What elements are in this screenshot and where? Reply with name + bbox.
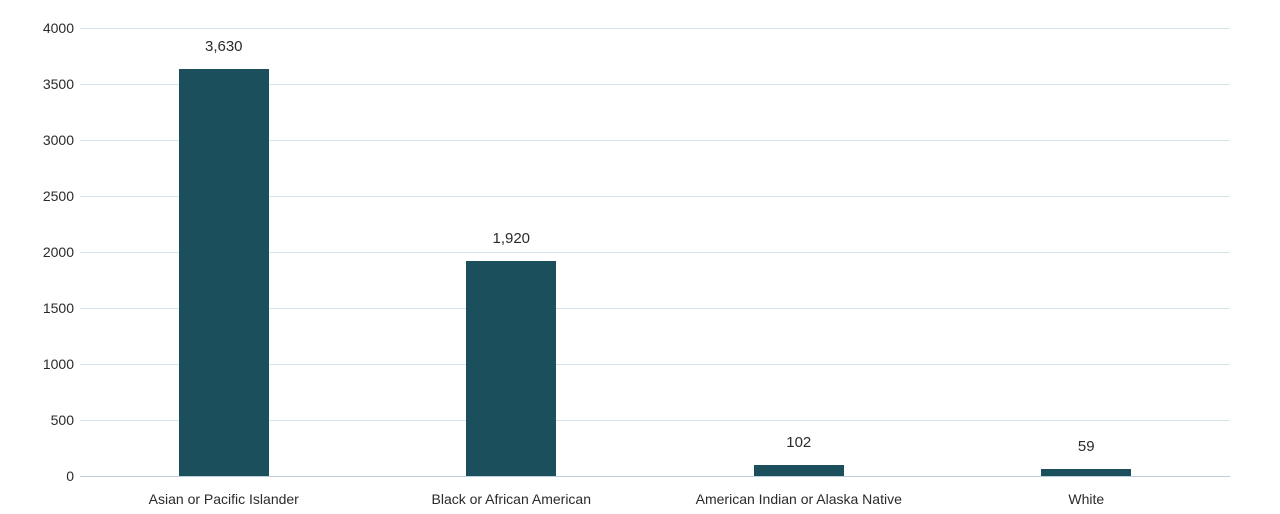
y-tick-label: 3500	[18, 76, 74, 92]
y-tick-label: 0	[18, 468, 74, 484]
gridline	[80, 476, 1230, 477]
gridline	[80, 28, 1230, 29]
y-tick-label: 2500	[18, 188, 74, 204]
bar-chart: 0 500 1000 1500 2000 2500 3000 3500 4000 3,630 Asi…	[0, 0, 1280, 514]
y-tick-label: 1500	[18, 300, 74, 316]
bar-value-label: 3,630	[205, 38, 243, 55]
x-tick-label: Black or African American	[431, 491, 591, 507]
bar-value-label: 1,920	[492, 230, 530, 247]
y-tick-label: 1000	[18, 356, 74, 372]
plot-area	[80, 28, 1230, 476]
y-tick-label: 500	[18, 412, 74, 428]
bar-value-label: 59	[1078, 438, 1095, 455]
y-tick-label: 3000	[18, 132, 74, 148]
x-tick-label: White	[1068, 491, 1104, 507]
x-tick-label: Asian or Pacific Islander	[149, 491, 299, 507]
x-tick-label: American Indian or Alaska Native	[696, 491, 902, 507]
y-tick-label: 4000	[18, 20, 74, 36]
bar	[1041, 469, 1131, 476]
y-tick-label: 2000	[18, 244, 74, 260]
bar	[466, 261, 556, 476]
bar-value-label: 102	[786, 434, 811, 451]
bar	[754, 465, 844, 476]
bar	[179, 69, 269, 476]
